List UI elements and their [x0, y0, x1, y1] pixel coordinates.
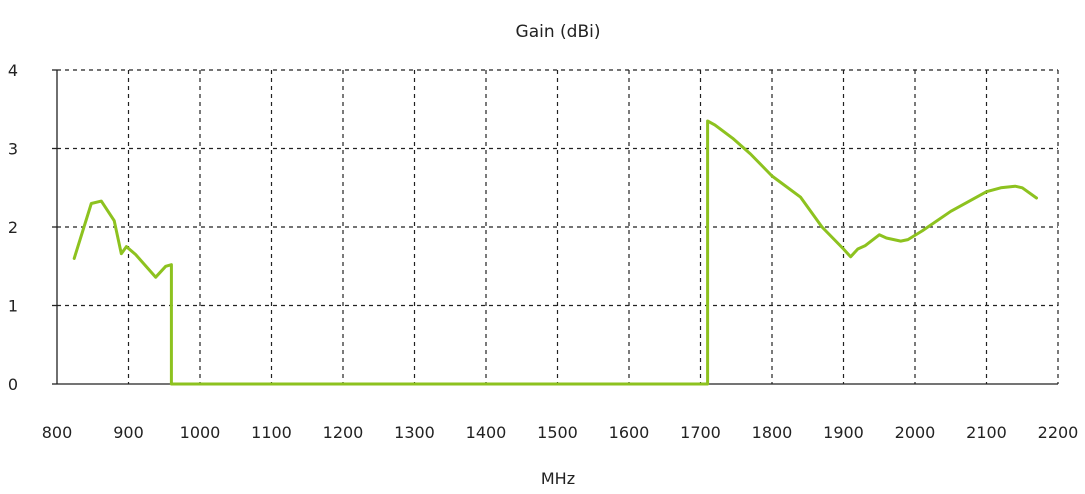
x-tick-label: 900	[113, 423, 144, 442]
x-axis-label: MHz	[541, 469, 575, 488]
x-tick-label: 1900	[823, 423, 864, 442]
series-line-0	[72, 119, 1038, 386]
x-tick-label: 1400	[466, 423, 507, 442]
chart-title: Gain (dBi)	[516, 22, 601, 42]
y-tick-label: 1	[8, 297, 18, 316]
x-tick-label: 800	[42, 423, 73, 442]
x-tick-label: 2200	[1038, 423, 1079, 442]
x-tick-label: 1700	[680, 423, 721, 442]
x-tick-label: 1000	[180, 423, 221, 442]
y-tick-label: 3	[8, 140, 18, 159]
y-tick-label: 4	[8, 61, 18, 80]
x-tick-label: 2000	[895, 423, 936, 442]
tick-labels: 800 900 1000 1100 1200 1300 1400 1500 1600 1700 18…	[8, 61, 1078, 442]
y-tick-label: 2	[8, 218, 18, 237]
series	[72, 119, 1038, 386]
x-tick-label: 1200	[323, 423, 364, 442]
x-tick-label: 1100	[251, 423, 292, 442]
x-tick-label: 1300	[394, 423, 435, 442]
x-tick-label: 1600	[609, 423, 650, 442]
grid	[57, 69, 1059, 384]
x-tick-label: 2100	[966, 423, 1007, 442]
y-tick-label: 0	[8, 375, 18, 394]
x-tick-label: 1500	[537, 423, 578, 442]
x-tick-label: 1800	[752, 423, 793, 442]
